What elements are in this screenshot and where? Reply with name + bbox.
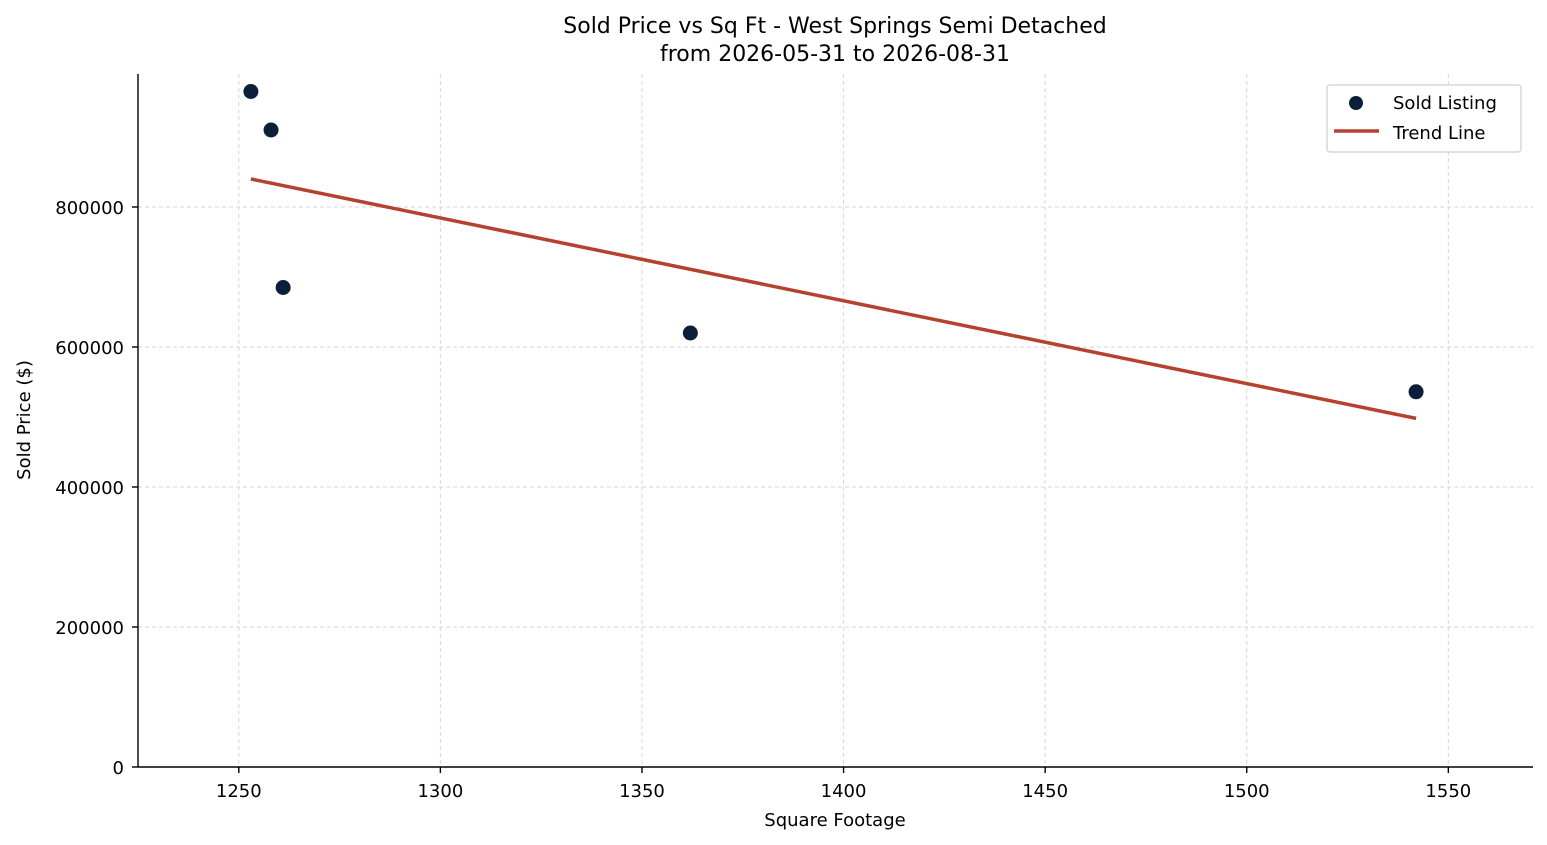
x-tick-label: 1400 — [821, 781, 867, 802]
axes-layer: 1250 1300 1350 1400 1450 1500 1550 0 200000 40000… — [55, 74, 1533, 802]
sold-listing-point — [263, 122, 279, 138]
sold-listing-point — [682, 325, 698, 341]
y-tick-label: 200000 — [55, 618, 124, 639]
legend: Sold Listing Trend Line — [1326, 84, 1522, 153]
x-tick-label: 1550 — [1425, 781, 1471, 802]
points-layer — [243, 84, 1424, 400]
legend-sold-listing-label: Sold Listing — [1393, 93, 1497, 114]
y-tick-label: 800000 — [55, 198, 124, 219]
trend-line — [250, 177, 1417, 421]
x-tick-label: 1450 — [1022, 781, 1068, 802]
trend-layer — [250, 177, 1417, 421]
y-tick-label: 400000 — [55, 478, 124, 499]
grid-layer — [138, 74, 1533, 767]
x-tick-label: 1250 — [216, 781, 262, 802]
x-axis-label: Square Footage — [764, 810, 905, 831]
sold-listing-point — [275, 280, 291, 295]
legend-sold-listing-marker — [1349, 96, 1363, 110]
chart-title-line1: Sold Price vs Sq Ft - West Springs Semi … — [563, 14, 1106, 39]
y-tick-label: 0 — [113, 758, 124, 779]
legend-trend-line-label: Trend Line — [1392, 123, 1486, 144]
sold-listing-point — [243, 84, 259, 99]
sold-listing-point — [1408, 384, 1424, 400]
y-tick-label: 600000 — [55, 338, 124, 359]
legend-box — [1326, 84, 1522, 153]
x-tick-label: 1300 — [417, 781, 463, 802]
chart-title-line2: from 2026-05-31 to 2026-08-31 — [660, 42, 1010, 67]
x-tick-label: 1500 — [1224, 781, 1270, 802]
y-axis-label: Sold Price ($) — [14, 360, 35, 480]
x-tick-label: 1350 — [619, 781, 665, 802]
